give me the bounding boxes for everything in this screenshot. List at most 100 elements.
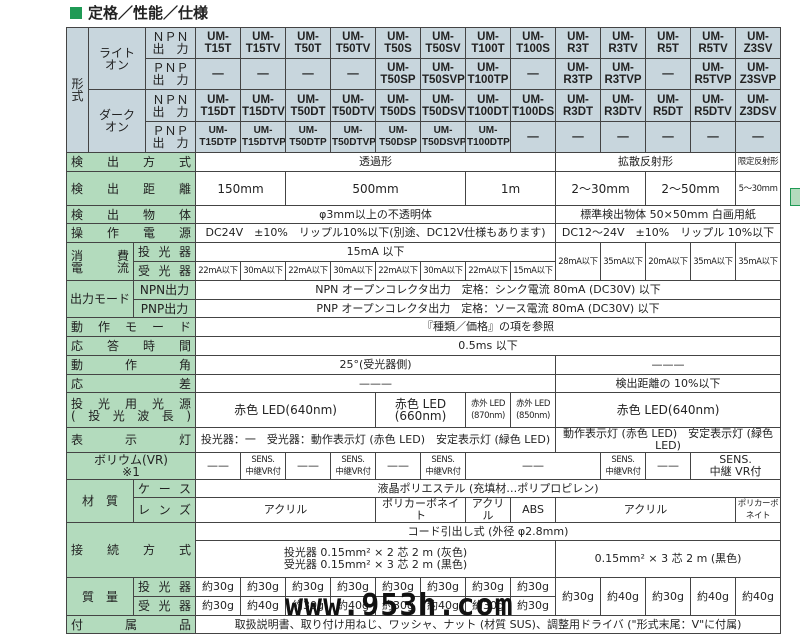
section-title: 定格／性能／仕様 (70, 2, 208, 23)
spec-row: ダーク オン ＮＰＮ 出 力 UM- T15DT UM- T15DTV UM- T50D… (67, 89, 782, 153)
model-cell: UM- T50DT (285, 89, 332, 122)
row-label: 投光用光源 (投光波長) (65, 392, 197, 428)
row-label: ライト オン (87, 27, 147, 90)
model-cell: UM- R3TV (600, 27, 647, 59)
spec-row: 検出物体 φ3mm以上の不透明体 標準検出物体 50×50mm 白画用紙 (65, 205, 782, 224)
spec-value: 約40g (735, 577, 782, 616)
spec-value: アクリル (195, 497, 377, 523)
spec-value: 28mA以下 (555, 242, 602, 281)
spec-value: ポリカーボネイト (375, 497, 467, 523)
row-label: PNP出力 (132, 299, 197, 318)
spec-value: 2〜30mm (555, 171, 647, 206)
row-label: ＰＮＰ 出 力 (145, 121, 197, 153)
spec-value: アクリル (555, 497, 737, 523)
model-cell: UM- T50SV (420, 27, 467, 59)
spec-row: 接続方式 コード引出し式 (外径 φ2.8mm) (65, 522, 782, 578)
spec-value: DC24V ±10% リップル10%以下(別途、DC12V仕様もあります) (195, 223, 557, 243)
model-cell: UM- R3TP (555, 58, 602, 90)
spec-value: 約30g (510, 577, 557, 597)
spec-value: 『種類／価格』の項を参照 (195, 317, 782, 337)
model-cell: UM- R3DTV (600, 89, 647, 122)
side-tab[interactable] (790, 188, 800, 206)
model-cell: — (735, 121, 782, 153)
model-cell: UM- T50S (375, 27, 422, 59)
spec-row: PNP出力 PNP オープンコレクタ出力 定格：ソース電流 80mA (DC30V… (67, 299, 782, 318)
model-cell: UM- R5DT (645, 89, 692, 122)
spec-value: 約30g (465, 596, 512, 616)
model-cell: UM- T50DTV (330, 89, 377, 122)
spec-value: 2〜50mm (645, 171, 737, 206)
spec-row: 検出距離 150mm 500mm 1m 2〜30mm 2〜50mm 5〜30mm (65, 171, 782, 206)
model-cell: UM- R3TVP (600, 58, 647, 90)
spec-row: 投光用光源 (投光波長) 赤色 LED(640nm) 赤色 LED (660nm) 赤… (65, 392, 782, 428)
spec-row: ＰＮＰ 出 力 UM- T15DTP UM- T15DTVP UM- T50DTP UM… (67, 121, 782, 153)
spec-value: —— (465, 452, 602, 480)
model-cell: UM- T50DSVP (420, 121, 467, 153)
spec-row: ボリウム(VR) ※1 —— SENS. 中継VR付 —— SENS. 中継VR付 —— S… (65, 452, 782, 480)
spec-value: コード引出し式 (外径 φ2.8mm) (195, 522, 782, 541)
row-label: 形 式 (66, 27, 89, 153)
spec-value: 22mA以下 (285, 261, 332, 281)
spec-value: 30mA以下 (330, 261, 377, 281)
spec-value: 約30g (240, 577, 287, 597)
model-cell: UM- T50DTVP (330, 121, 377, 153)
row-label: 表示灯 (65, 427, 197, 453)
model-cell: UM- T100DS (510, 89, 557, 122)
spec-value: —— (195, 452, 242, 480)
model-cell: UM- T15DTP (195, 121, 242, 153)
spec-value: 赤外 LED (870nm) (465, 392, 512, 428)
spec-value: SENS. 中継VR付 (240, 452, 287, 480)
model-cell: UM- T50DSP (375, 121, 422, 153)
model-cell: — (330, 58, 377, 90)
spec-value: ——— (555, 355, 782, 375)
spec-value: 30mA以下 (240, 261, 287, 281)
model-cell: UM- T100TP (465, 58, 512, 90)
model-cell: UM- T100DTP (465, 121, 512, 153)
spec-value: 0.5ms 以下 (195, 336, 782, 356)
model-cell: UM- Z3DSV (735, 89, 782, 122)
model-cell: — (645, 58, 692, 90)
spec-value: SENS. 中継VR付 (420, 452, 467, 480)
spec-row: レンズ アクリル ポリカーボネイト アクリル ABS アクリル ポリカーボネイト (67, 497, 782, 523)
row-label: 検出方式 (65, 152, 197, 172)
model-cell: UM- R3DT (555, 89, 602, 122)
spec-value: 液晶ポリエステル (充填材…ポリプロピレン) (195, 479, 782, 498)
spec-row: 消 費 電 流投光器 15mA 以下 28mA以下 35mA以下 20mA以下 35mA以… (66, 242, 782, 281)
spec-value: 150mm (195, 171, 287, 206)
row-label: 動作角 (65, 355, 197, 375)
row-label: 質 量 (66, 577, 134, 616)
model-cell: — (555, 121, 602, 153)
spec-value: 限定反射形 (735, 152, 782, 172)
spec-row: ＰＮＰ 出 力 — — — — UM- T50SP UM- T50SVP UM- T100TP… (67, 58, 782, 90)
model-cell: UM- T15T (195, 27, 242, 59)
row-label: 材 質 (66, 479, 134, 523)
model-cell: UM- R3T (555, 27, 602, 59)
spec-value: SENS. 中継VR付 (600, 452, 647, 480)
spec-value: 標準検出物体 50×50mm 白画用紙 (555, 205, 782, 224)
spec-value: 赤外 LED (850nm) (510, 392, 557, 428)
model-cell: UM- R5DTV (690, 89, 737, 122)
spec-value: 約30g (555, 577, 602, 616)
spec-value: 35mA以下 (690, 242, 737, 281)
model-cell: — (690, 121, 737, 153)
model-cell: UM- T50DS (375, 89, 422, 122)
row-label: 検出距離 (65, 171, 197, 206)
spec-value: SENS. 中継 VR付 (690, 452, 782, 480)
spec-value: 検出距離の 10%以下 (555, 374, 782, 393)
model-cell: — (510, 58, 557, 90)
spec-value: 15mA以下 (510, 261, 557, 281)
model-cell: UM- T15DTVP (240, 121, 287, 153)
row-label: ＮＰＮ 出 力 (145, 27, 197, 59)
spec-value: SENS. 中継VR付 (330, 452, 377, 480)
model-cell: — (600, 121, 647, 153)
spec-value: 赤色 LED(640nm) (555, 392, 782, 428)
spec-value: 約40g (240, 596, 287, 616)
spec-value: 約30g (375, 596, 422, 616)
row-label: 出力モード (66, 280, 134, 318)
spec-value: 500mm (285, 171, 467, 206)
spec-value: 取扱説明書、取り付け用ねじ、ワッシャ、ナット (材質 SUS)、調整用ドライバ … (195, 615, 782, 634)
row-label: 検出物体 (65, 205, 197, 224)
row-label: 消 費 電 流 (66, 242, 134, 281)
model-cell: UM- T100T (465, 27, 512, 59)
spec-row: 動作角 25°(受光器側) ——— (65, 355, 782, 375)
